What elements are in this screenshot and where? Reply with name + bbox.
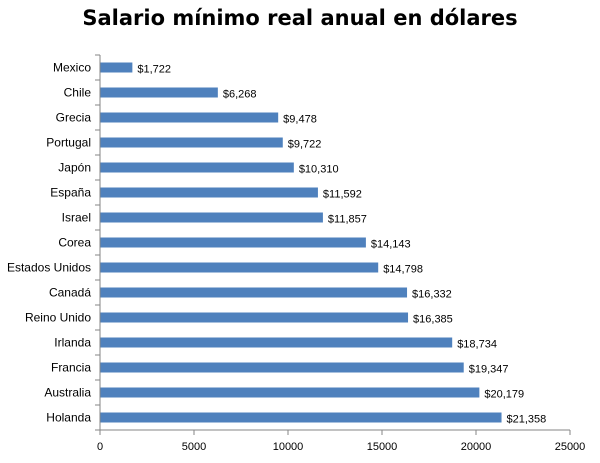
data-label: $6,268 [223, 89, 257, 101]
labels-layer: Mexico $1,722 Chile $6,268 Grecia $9,478 Portu… [7, 61, 546, 426]
category-label: Francia [51, 361, 91, 375]
data-label: $21,358 [507, 414, 547, 426]
category-label: Holanda [46, 411, 91, 425]
bar [100, 262, 379, 273]
data-label: $19,347 [469, 364, 509, 376]
x-tick-label: 5000 [182, 441, 206, 453]
category-label: Portugal [46, 136, 91, 150]
bar [100, 412, 502, 423]
data-label: $18,734 [457, 339, 497, 351]
data-label: $11,592 [323, 189, 362, 201]
category-label: Estados Unidos [7, 261, 91, 275]
category-label: España [50, 186, 91, 200]
bar [100, 112, 279, 123]
x-tick-label: 10000 [273, 441, 304, 453]
category-label: Reino Unido [25, 311, 91, 325]
category-label: Corea [58, 236, 91, 250]
category-label: Mexico [53, 61, 91, 75]
category-label: Japón [58, 161, 91, 175]
category-label: Australia [44, 386, 91, 400]
bar [100, 87, 218, 98]
bar [100, 237, 366, 248]
bars-layer [100, 62, 502, 423]
bar [100, 62, 133, 73]
data-label: $9,478 [283, 114, 317, 126]
category-label: Irlanda [54, 336, 91, 350]
category-label: Canadá [49, 286, 91, 300]
bar [100, 287, 408, 298]
axes: 0 5000 10000 15000 20000 25000 [95, 54, 586, 453]
category-label: Grecia [56, 111, 92, 125]
data-label: $16,332 [412, 289, 452, 301]
x-tick-label: 25000 [555, 441, 586, 453]
bar [100, 337, 453, 348]
bar [100, 162, 294, 173]
data-label: $11,857 [328, 214, 367, 226]
category-label: Chile [64, 86, 92, 100]
bar [100, 187, 318, 198]
bar [100, 212, 323, 223]
chart-title: Salario mínimo real anual en dólares [82, 6, 518, 30]
data-label: $14,143 [371, 239, 411, 251]
bar [100, 362, 464, 373]
bar [100, 312, 409, 323]
x-tick-label: 15000 [367, 441, 398, 453]
bar [100, 137, 283, 148]
data-label: $1,722 [137, 64, 171, 76]
data-label: $9,722 [288, 139, 322, 151]
data-label: $16,385 [413, 314, 453, 326]
category-label: Israel [62, 211, 91, 225]
x-tick-label: 0 [97, 441, 103, 453]
data-label: $14,798 [383, 264, 423, 276]
data-label: $20,179 [484, 389, 524, 401]
data-label: $10,310 [299, 164, 339, 176]
bar [100, 387, 480, 398]
x-tick-label: 20000 [461, 441, 492, 453]
